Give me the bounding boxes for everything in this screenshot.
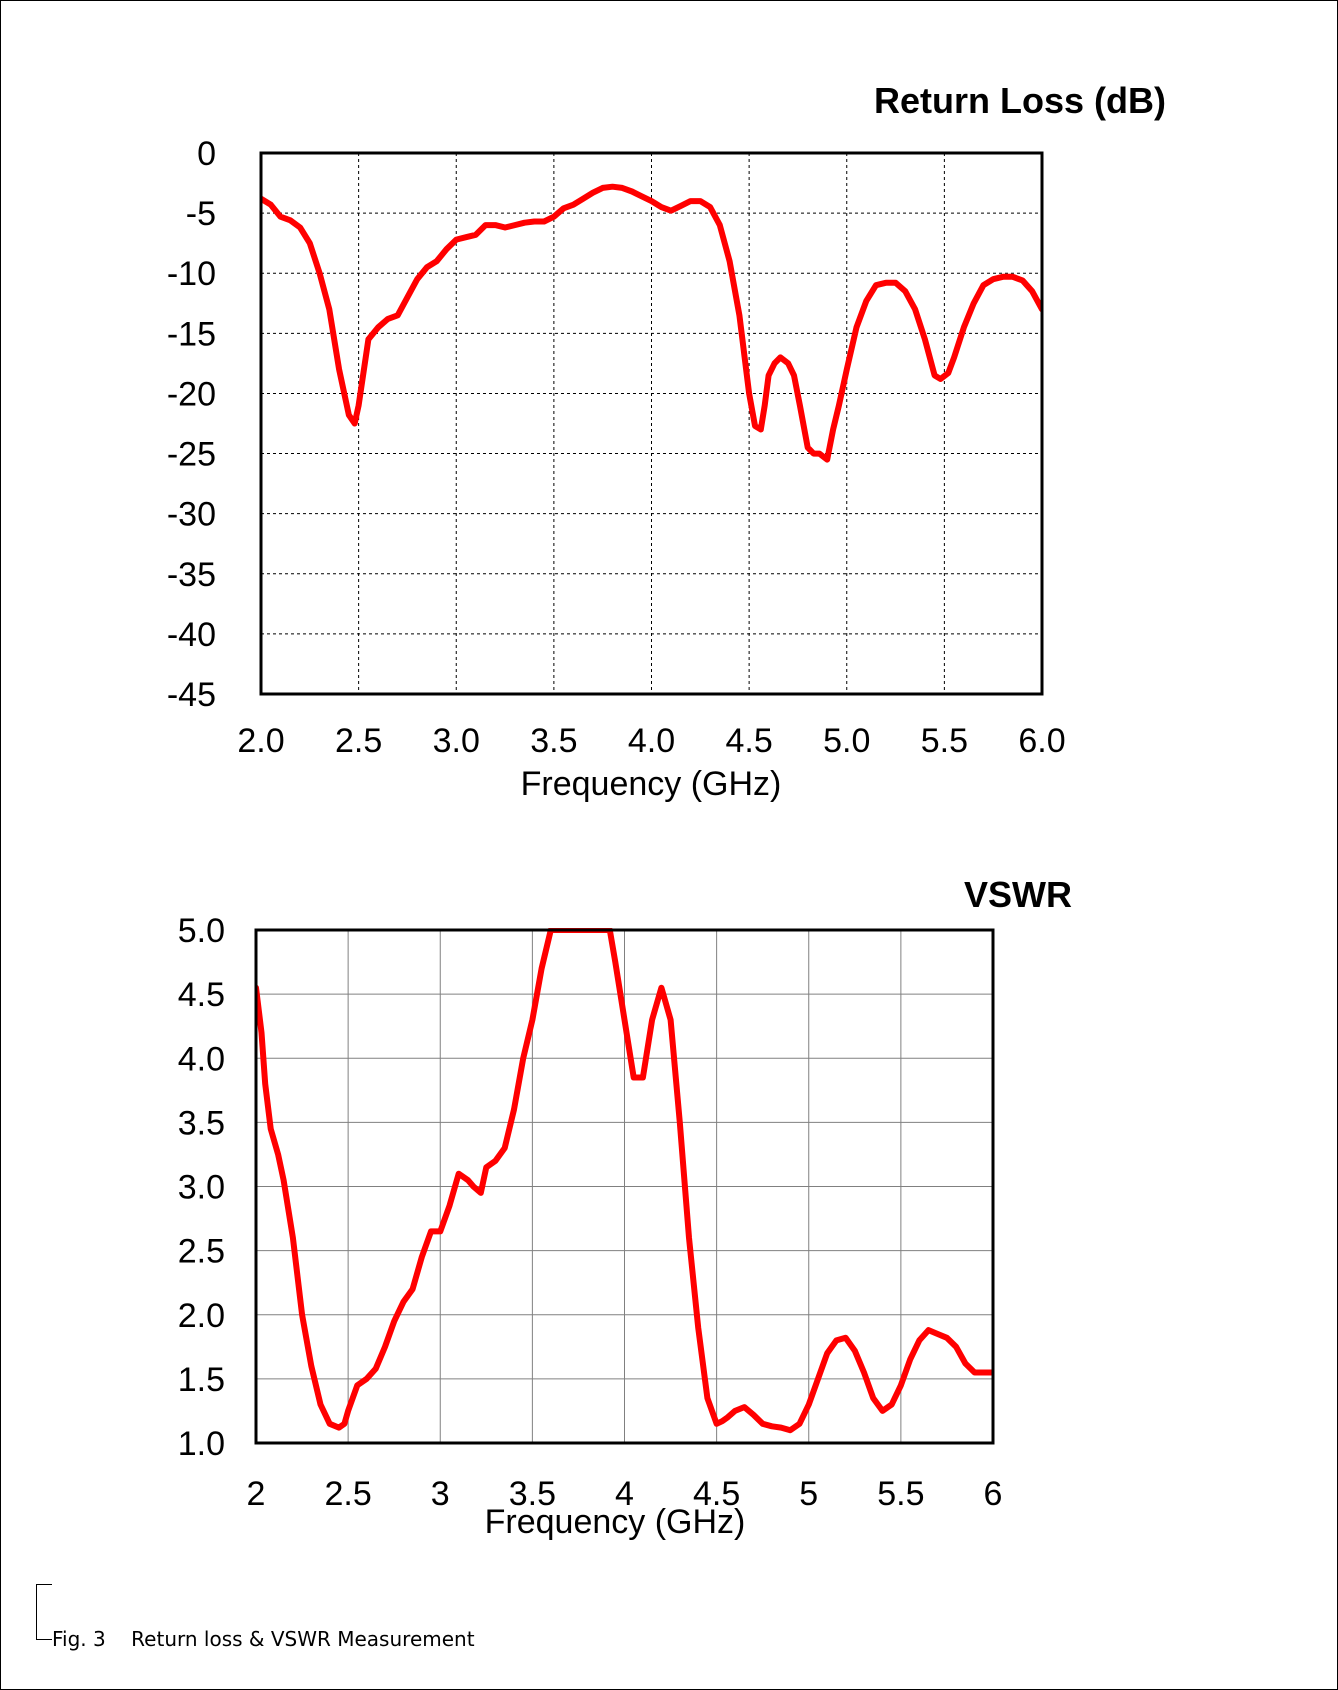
vswr-x-axis-label: Frequency (GHz) [485, 1503, 746, 1541]
return-loss-gridlines [261, 153, 1042, 694]
x-tick-label: 3 [431, 1475, 450, 1513]
y-tick-label: 2.0 [178, 1297, 225, 1335]
y-tick-label: 1.0 [178, 1425, 225, 1463]
vswr-gridlines [256, 930, 993, 1443]
return-loss-series-line [261, 183, 1042, 463]
vswr-title: VSWR [964, 874, 1072, 915]
x-tick-label: 2.5 [335, 722, 382, 760]
return-loss-y-ticks: 0 -5 -10 -15 -20 -25 -30 -35 -40 -45 [167, 135, 216, 714]
vswr-chart: VSWR 5.0 4.5 4.0 3.5 3.0 2.5 2.0 1.5 1.0 2 2.5 3 3.… [178, 874, 1072, 1541]
x-tick-label: 4 [615, 1475, 634, 1513]
y-tick-label: 3.5 [178, 1104, 225, 1142]
x-tick-label: 4.0 [628, 722, 675, 760]
vswr-y-ticks: 5.0 4.5 4.0 3.5 3.0 2.5 2.0 1.5 1.0 [178, 912, 225, 1463]
x-tick-label: 5 [799, 1475, 818, 1513]
return-loss-x-ticks: 2.0 2.5 3.0 3.5 4.0 4.5 5.0 5.5 6.0 [237, 722, 1065, 760]
caption-bracket [36, 1584, 52, 1640]
y-tick-label: -5 [186, 195, 216, 233]
x-tick-label: 4.5 [693, 1475, 740, 1513]
y-tick-label: -25 [167, 436, 216, 474]
x-tick-label: 2.5 [324, 1475, 371, 1513]
vswr-series-line [256, 928, 993, 1434]
y-tick-label: -15 [167, 315, 216, 353]
y-tick-label: -10 [167, 255, 216, 293]
x-tick-label: 3.0 [433, 722, 480, 760]
x-tick-label: 3.5 [530, 722, 577, 760]
y-tick-label: 5.0 [178, 912, 225, 950]
x-tick-label: 6 [984, 1475, 1003, 1513]
y-tick-label: -35 [167, 556, 216, 594]
y-tick-label: -40 [167, 616, 216, 654]
x-tick-label: 5.0 [823, 722, 870, 760]
x-tick-label: 3.5 [509, 1475, 556, 1513]
y-tick-label: 4.0 [178, 1040, 225, 1078]
return-loss-title: Return Loss (dB) [874, 80, 1166, 121]
return-loss-chart: Return Loss (dB) 0 -5 -10 -15 -20 -25 -30 -35 -4… [167, 80, 1166, 803]
y-tick-label: -30 [167, 496, 216, 534]
x-tick-label: 5.5 [921, 722, 968, 760]
figure-caption: Fig. 3 Return loss & VSWR Measurement [52, 1627, 475, 1651]
return-loss-x-axis-label: Frequency (GHz) [521, 765, 782, 803]
y-tick-label: 2.5 [178, 1233, 225, 1271]
y-tick-label: 0 [197, 135, 216, 173]
x-tick-label: 6.0 [1018, 722, 1065, 760]
y-tick-label: 4.5 [178, 976, 225, 1014]
y-tick-label: -45 [167, 676, 216, 714]
y-tick-label: -20 [167, 375, 216, 413]
x-tick-label: 2 [247, 1475, 266, 1513]
x-tick-label: 4.5 [725, 722, 772, 760]
vswr-x-ticks: 2 2.5 3 3.5 4 4.5 5 5.5 6 [247, 1475, 1003, 1513]
vswr-plot-frame [254, 928, 995, 1445]
return-loss-plot-frame [259, 151, 1044, 696]
y-tick-label: 3.0 [178, 1169, 225, 1207]
y-tick-label: 1.5 [178, 1361, 225, 1399]
x-tick-label: 2.0 [237, 722, 284, 760]
x-tick-label: 5.5 [877, 1475, 924, 1513]
